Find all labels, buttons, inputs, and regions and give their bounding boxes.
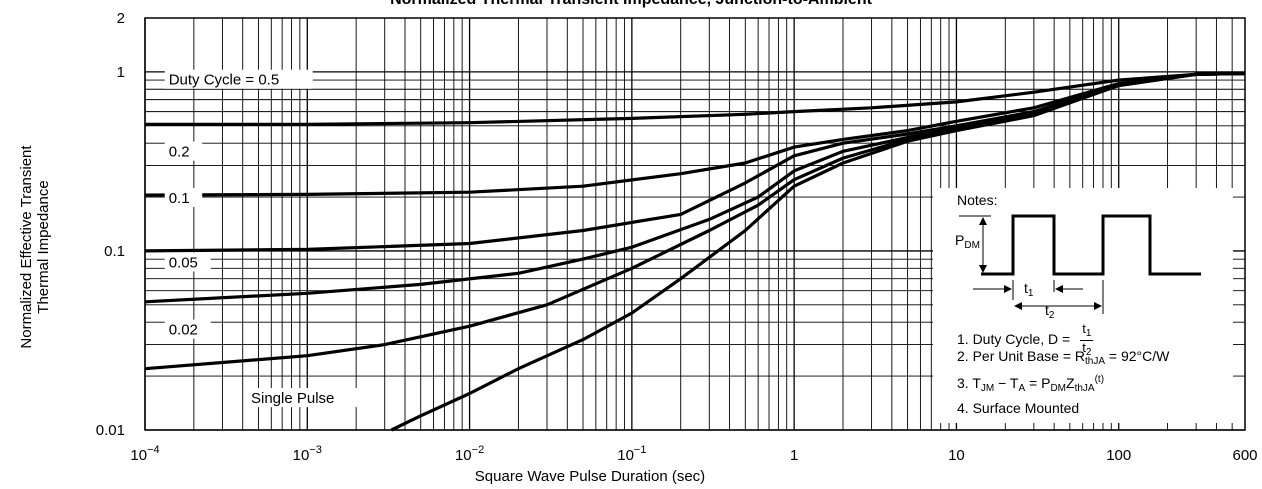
chart-title-clip: Normalized Thermal Transient Impedance, … bbox=[0, 0, 1262, 12]
note-junction-temperature: 3. TJM − TA = PDMZthJA(t) bbox=[957, 374, 1105, 394]
series-label-bg bbox=[247, 388, 362, 408]
x-tick-label: 10−1 bbox=[617, 444, 646, 464]
y-tick-label: 0.01 bbox=[96, 422, 125, 439]
t1-arrow-left-head bbox=[1004, 285, 1012, 293]
pulse-waveform bbox=[981, 214, 1201, 276]
series-label-bg bbox=[164, 319, 211, 339]
series-label-bg bbox=[164, 252, 211, 272]
y-tick-label: 1 bbox=[117, 64, 125, 81]
y-tick-label: 0.1 bbox=[104, 243, 125, 260]
series-label: Duty Cycle = 0.5 bbox=[169, 72, 279, 89]
x-tick-label: 10 bbox=[948, 447, 965, 464]
notes-heading: Notes: bbox=[957, 192, 998, 208]
series-line bbox=[390, 71, 1246, 432]
notes-box: Notes: PDM t1 t2 1. Duty Cycle, D = t1 t… bbox=[933, 188, 1233, 423]
pulse-diagram bbox=[959, 214, 1201, 314]
pdm-label: PDM bbox=[955, 232, 980, 251]
series-label-bg bbox=[164, 141, 203, 161]
series-label-bg bbox=[164, 69, 313, 89]
series-label: 0.1 bbox=[169, 190, 190, 207]
x-tick-label: 10−3 bbox=[293, 444, 322, 464]
series-label: Single Pulse bbox=[251, 390, 334, 407]
series-label: 0.02 bbox=[169, 322, 198, 339]
note-surface-mounted: 4. Surface Mounted bbox=[957, 400, 1080, 416]
series-line bbox=[144, 71, 1246, 197]
chart-title: Normalized Thermal Transient Impedance, … bbox=[0, 0, 1262, 9]
x-tick-label: 10−2 bbox=[455, 444, 484, 464]
series-label: 0.2 bbox=[169, 144, 190, 161]
plot-frame bbox=[144, 17, 1246, 431]
x-tick-label: 100 bbox=[1106, 447, 1131, 464]
pdm-arrow-head-top bbox=[979, 217, 987, 225]
t2-arrow-head-right bbox=[1094, 302, 1102, 310]
series-label: 0.05 bbox=[169, 254, 198, 271]
t2-label: t2 bbox=[1045, 302, 1055, 321]
t1-arrow-right-head bbox=[1055, 285, 1063, 293]
note-per-unit-base: 2. Per Unit Base = RthJA = 92°C/W bbox=[957, 348, 1170, 367]
y-tick-label: 2 bbox=[117, 10, 125, 27]
x-axis-label: Square Wave Pulse Duration (sec) bbox=[474, 468, 706, 485]
series-label-bg bbox=[164, 188, 203, 208]
t2-arrow-head-left bbox=[1014, 302, 1022, 310]
series-line bbox=[145, 71, 1246, 126]
pdm-arrow-head-bottom bbox=[979, 265, 987, 273]
x-tick-label: 10−4 bbox=[130, 444, 159, 464]
x-tick-label: 600 bbox=[1232, 447, 1257, 464]
x-tick-label: 1 bbox=[790, 447, 798, 464]
note-duty-cycle: 1. Duty Cycle, D = t1 t2 bbox=[957, 321, 1094, 358]
t1-label: t1 bbox=[1024, 280, 1034, 299]
